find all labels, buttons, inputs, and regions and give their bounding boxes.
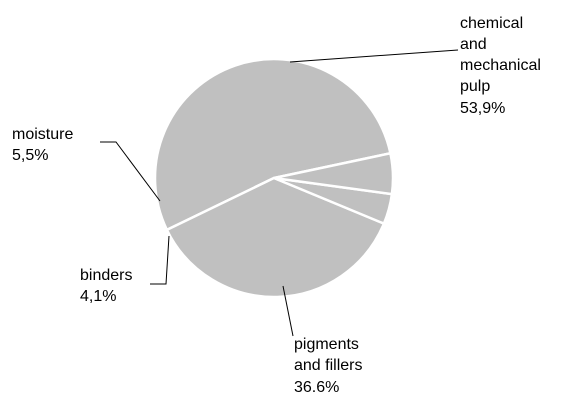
leader-line-pigments [282,285,294,337]
value-label-binders: 4,1% [80,288,116,305]
label-binders-line: binders [80,267,132,284]
label-pulp-line: and [460,36,487,53]
label-moisture: moisture 5,5% [12,126,78,164]
value-label-moisture: 5,5% [12,147,48,164]
label-pigments-line: pigments [294,336,359,353]
pie-slice-moisture [273,151,395,196]
pie-slices [153,57,395,299]
label-pulp: chemical and mechanical pulp 53,9% [460,15,545,117]
pie-slice-pigments [165,176,386,299]
leader-line-moisture [100,141,161,202]
pie-slice-pulp [153,57,392,232]
label-pigments: pigments and fillers 36.6% [294,336,367,396]
value-label-pulp: 53,9% [460,100,505,117]
label-binders: binders 4,1% [80,267,137,305]
label-pigments-line: and fillers [294,357,362,374]
leader-line-pulp [289,49,459,63]
label-moisture-line: moisture [12,126,73,143]
value-label-pigments: 36.6% [294,379,339,396]
leader-line-binders [150,235,170,285]
label-pulp-line: mechanical [460,57,541,74]
label-pulp-line: chemical [460,15,523,32]
label-pulp-line: pulp [460,78,490,95]
